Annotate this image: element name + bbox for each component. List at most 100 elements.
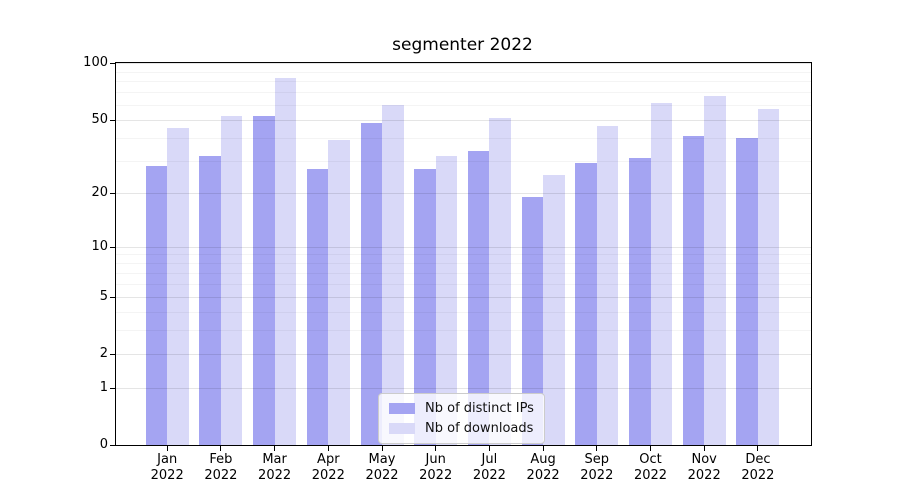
x-tick-label-month: Apr <box>317 452 340 467</box>
x-tick-label-year: 2022 <box>311 468 345 483</box>
bar-distinct-ips-aug <box>521 197 544 445</box>
x-tick-aug <box>542 446 544 451</box>
y-tick-label-1: 1 <box>99 379 108 395</box>
y-tick-5 <box>110 296 115 298</box>
gridline-minor-y-60 <box>116 104 811 106</box>
x-tick-label-month: Jul <box>481 452 498 467</box>
gridline-minor-y-4 <box>116 311 811 313</box>
x-tick-apr <box>327 446 329 451</box>
x-tick-label-month: Mar <box>262 452 287 467</box>
x-tick-label-year: 2022 <box>258 468 292 483</box>
x-tick-label-dec: Dec 2022 <box>726 452 790 484</box>
legend-item-distinct-ips: Nb of distinct IPs <box>389 401 534 416</box>
y-tick-label-100: 100 <box>83 55 108 70</box>
gridline-minor-y-80 <box>116 81 811 83</box>
bar-downloads-mar <box>274 78 297 445</box>
x-tick-dec <box>757 446 759 451</box>
x-tick-label-mar: Mar 2022 <box>243 452 307 484</box>
gridline-minor-y-9 <box>116 254 811 256</box>
bar-distinct-ips-jul <box>467 150 490 445</box>
y-tick-50 <box>110 119 115 121</box>
x-tick-label-year: 2022 <box>204 468 238 483</box>
bar-distinct-ips-sep <box>575 163 597 445</box>
bar-downloads-dec <box>757 108 780 445</box>
x-tick-label-year: 2022 <box>419 468 453 483</box>
gridline-minor-y-30 <box>116 160 811 162</box>
gridline-major-y-5 <box>116 296 811 298</box>
bar-distinct-ips-oct <box>629 158 651 445</box>
legend-label-distinct-ips: Nb of distinct IPs <box>425 401 534 416</box>
bar-distinct-ips-jun <box>414 169 436 445</box>
bar-downloads-apr <box>328 139 350 445</box>
bar-downloads-nov <box>704 95 726 445</box>
legend-swatch-distinct-ips-icon <box>389 403 415 414</box>
bar-distinct-ips-jan <box>145 166 168 445</box>
gridline-major-y-20 <box>116 193 811 194</box>
x-tick-label-month: May <box>368 452 396 467</box>
x-tick-label-month: Oct <box>639 452 662 467</box>
bar-downloads-may <box>382 104 404 445</box>
x-tick-label-jun: Jun 2022 <box>404 452 468 484</box>
x-tick-jan <box>166 446 168 451</box>
x-tick-jul <box>488 446 490 451</box>
grid-layer <box>116 63 811 445</box>
x-tick-label-oct: Oct 2022 <box>619 452 683 484</box>
x-tick-label-nov: Nov 2022 <box>672 452 736 484</box>
x-tick-mar <box>274 446 276 451</box>
y-tick-label-20: 20 <box>91 185 108 200</box>
y-tick-20 <box>110 193 115 194</box>
x-tick-label-feb: Feb 2022 <box>189 452 253 484</box>
x-tick-label-jan: Jan 2022 <box>135 452 199 484</box>
y-tick-1 <box>110 387 115 389</box>
y-tick-label-0: 0 <box>99 437 108 452</box>
x-tick-label-month: Dec <box>745 452 771 467</box>
y-tick-label-5: 5 <box>99 288 108 304</box>
x-tick-nov <box>703 446 705 451</box>
bar-downloads-sep <box>596 126 619 445</box>
gridline-minor-y-6 <box>116 283 811 285</box>
x-tick-label-month: Nov <box>691 452 717 467</box>
gridline-minor-y-40 <box>116 137 811 139</box>
legend-label-downloads: Nb of downloads <box>425 421 534 436</box>
x-tick-label-year: 2022 <box>150 468 184 483</box>
legend: Nb of distinct IPs Nb of downloads <box>378 393 545 444</box>
x-tick-may <box>381 446 383 451</box>
bar-downloads-jan <box>167 128 189 445</box>
x-tick-label-apr: Apr 2022 <box>296 452 360 484</box>
x-tick-sep <box>596 446 598 451</box>
x-tick-label-month: Aug <box>530 452 556 467</box>
legend-swatch-downloads-icon <box>389 423 415 434</box>
gridline-major-y-50 <box>116 119 811 121</box>
x-tick-label-jul: Jul 2022 <box>457 452 521 484</box>
x-tick-label-year: 2022 <box>526 468 560 483</box>
x-tick-feb <box>220 446 222 451</box>
bar-distinct-ips-nov <box>682 135 705 445</box>
x-tick-label-month: Jan <box>157 452 178 467</box>
y-tick-100 <box>110 63 115 64</box>
gridline-major-y-2 <box>116 354 811 356</box>
x-tick-label-year: 2022 <box>365 468 399 483</box>
bars-layer <box>116 63 811 445</box>
bar-distinct-ips-may <box>360 122 382 445</box>
y-tick-label-2: 2 <box>99 346 108 362</box>
bar-downloads-jun <box>435 155 458 445</box>
x-tick-label-year: 2022 <box>472 468 506 483</box>
chart-title: segmenter 2022 <box>392 35 533 55</box>
bar-downloads-feb <box>220 116 243 445</box>
bar-distinct-ips-feb <box>199 155 221 445</box>
x-tick-label-year: 2022 <box>741 468 775 483</box>
x-tick-label-month: Feb <box>209 452 233 467</box>
bar-downloads-aug <box>543 175 565 445</box>
x-tick-jun <box>435 446 437 451</box>
y-tick-10 <box>110 246 115 248</box>
bar-distinct-ips-mar <box>253 116 275 445</box>
gridline-major-y-1 <box>116 387 811 389</box>
x-tick-label-year: 2022 <box>687 468 721 483</box>
gridline-major-y-100 <box>116 63 811 64</box>
x-tick-oct <box>650 446 651 451</box>
bar-downloads-jul <box>489 117 511 445</box>
gridline-minor-y-7 <box>116 272 811 274</box>
gridline-minor-y-8 <box>116 263 811 265</box>
x-tick-label-month: Jun <box>425 452 446 467</box>
